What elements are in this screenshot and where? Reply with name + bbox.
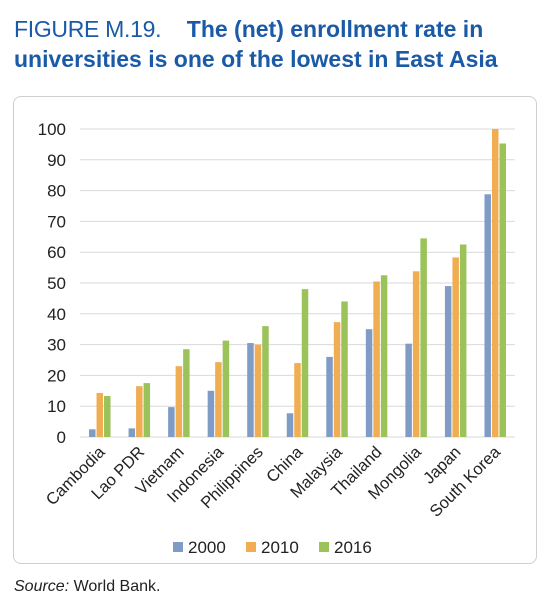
bar-2016-philippines [262,326,269,437]
y-tick-label: 90 [47,151,66,170]
legend-swatch-2010 [246,542,256,552]
bar-2000-malaysia [326,356,333,437]
figure-title: FIGURE M.19. The (net) enrollment rate i… [14,14,544,74]
bar-2000-indonesia [207,390,215,437]
y-tick-label: 60 [47,243,66,262]
bar-2000-mongolia [405,343,412,437]
legend-label-2010: 2010 [261,538,299,557]
y-tick-label: 10 [47,397,66,416]
bar-2000-lao-pdr [128,428,136,437]
legend-swatch-2016 [319,542,329,552]
bar-2000-thailand [365,329,373,437]
bar-2010-cambodia [96,392,104,437]
y-tick-label: 50 [47,274,66,293]
bar-2016-thailand [380,275,388,437]
y-tick-label: 70 [47,212,66,231]
figure-label: FIGURE M.19. [14,16,162,42]
bars [89,129,506,437]
legend-label-2016: 2016 [334,538,372,557]
y-tick-label: 20 [47,366,66,385]
bar-2010-indonesia [215,362,222,437]
y-tick-label: 100 [38,120,66,139]
chart-frame [13,96,537,564]
bar-2010-south-korea [491,129,499,437]
bar-2016-south-korea [499,143,506,437]
figure-heading: The (net) enrollment rate in universitie… [14,16,498,72]
y-tick-label: 0 [57,428,66,447]
bar-2016-japan [459,244,467,437]
bar-2000-china [286,413,294,437]
y-axis-ticks: 0 10 20 30 40 50 60 70 80 90 100 [38,120,66,447]
bar-2000-south-korea [484,194,491,437]
bar-2016-vietnam [183,349,190,437]
bar-2016-china [301,289,309,437]
bar-2016-malaysia [341,301,348,437]
bar-2016-mongolia [420,238,427,437]
source-key: Source: [14,578,70,595]
legend-swatch-2000 [173,542,183,552]
bar-2000-japan [444,286,452,437]
bar-2016-indonesia [222,340,230,437]
source-text: World Bank. [73,578,161,595]
bar-2016-cambodia [104,396,111,437]
y-tick-label: 30 [47,336,66,355]
bar-2016-lao-pdr [143,383,151,437]
source-note: Source: World Bank. [14,578,160,596]
bar-2010-lao-pdr [136,386,143,437]
legend: 2000 2010 2016 [173,538,372,557]
bar-2010-malaysia [333,322,341,437]
bar-2010-china [294,363,301,437]
bar-2000-philippines [247,343,254,437]
bar-2010-japan [452,257,459,437]
bar-2000-vietnam [168,407,175,437]
bar-2010-thailand [373,281,380,437]
bar-2010-philippines [254,344,262,437]
bar-2000-cambodia [89,429,96,437]
legend-label-2000: 2000 [188,538,226,557]
bar-2010-vietnam [175,366,183,437]
bar-2010-mongolia [412,271,420,437]
y-tick-label: 80 [47,182,66,201]
y-tick-label: 40 [47,305,66,324]
